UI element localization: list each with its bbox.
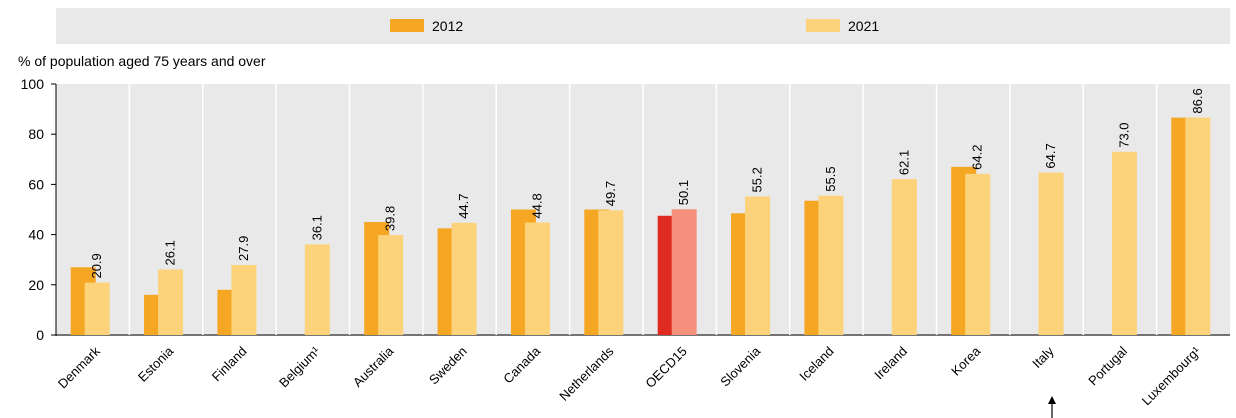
data-label-9: 55.2 — [750, 167, 765, 192]
bar-2021-0 — [84, 282, 110, 335]
category-label-0: Denmark — [55, 343, 103, 391]
category-label-14: Portugal — [1085, 343, 1130, 388]
bar-2021-5 — [451, 222, 477, 335]
category-label-7: Netherlands — [556, 343, 617, 404]
data-label-2: 27.9 — [236, 236, 251, 261]
bar-2021-14 — [1111, 151, 1137, 335]
category-separators — [128, 84, 1158, 335]
category-label-4: Australia — [350, 343, 397, 390]
bar-2021-11 — [891, 179, 917, 335]
y-tick-label-1: 20 — [28, 277, 44, 293]
y-tick-label-0: 0 — [36, 327, 44, 343]
legend-label-2021: 2021 — [848, 18, 879, 34]
bar-2021-3 — [304, 244, 330, 335]
y-tick-label-2: 40 — [28, 227, 44, 243]
bar-2021-9 — [745, 196, 771, 335]
category-labels: Denmark Estonia Finland Belgium¹ Australia Sw… — [55, 343, 1204, 408]
category-label-8: OECD15 — [642, 344, 689, 391]
data-label-11: 62.1 — [896, 150, 911, 175]
data-labels: 20.9 26.1 27.9 36.1 39.8 44.7 44.8 49.7 50.1 55.2… — [89, 88, 1205, 278]
y-tick-label-4: 80 — [28, 126, 44, 142]
bar-2021-12 — [965, 173, 991, 335]
data-label-4: 39.8 — [383, 206, 398, 231]
category-label-3: Belgium¹ — [276, 343, 323, 390]
bar-2021-15 — [1185, 117, 1211, 335]
category-label-10: Iceland — [796, 344, 836, 384]
category-label-13: Italy — [1029, 343, 1057, 371]
y-axis-ticks: 0 20 40 60 80 100 — [21, 76, 56, 343]
data-label-14: 73.0 — [1116, 122, 1131, 147]
legend-swatch-2012 — [390, 19, 424, 32]
bar-2021-6 — [524, 222, 550, 335]
category-label-6: Canada — [500, 343, 543, 386]
data-label-13: 64.7 — [1043, 143, 1058, 168]
data-label-8: 50.1 — [676, 180, 691, 205]
arrow-annotation — [1048, 396, 1056, 418]
data-label-12: 64.2 — [970, 145, 985, 170]
data-label-6: 44.8 — [529, 193, 544, 218]
data-label-1: 26.1 — [163, 240, 178, 265]
category-label-2: Finland — [209, 344, 250, 385]
category-label-9: Slovenia — [717, 343, 763, 389]
data-label-15: 86.6 — [1190, 88, 1205, 113]
category-label-5: Sweden — [426, 344, 470, 388]
category-label-12: Korea — [948, 343, 984, 379]
category-label-1: Estonia — [135, 343, 177, 385]
data-label-0: 20.9 — [89, 253, 104, 278]
bar-2021-8 — [671, 209, 697, 335]
data-label-7: 49.7 — [603, 181, 618, 206]
data-label-5: 44.7 — [456, 193, 471, 218]
bar-2021-4 — [378, 235, 404, 335]
bar-2021-10 — [818, 195, 844, 335]
bar-2021-2 — [231, 264, 257, 335]
y-tick-label-3: 60 — [28, 176, 44, 192]
bars — [70, 117, 1211, 335]
category-label-11: Ireland — [871, 344, 910, 383]
legend-label-2012: 2012 — [432, 18, 463, 34]
bar-2021-1 — [158, 269, 184, 335]
y-axis-title: % of population aged 75 years and over — [18, 53, 266, 69]
legend-background — [56, 8, 1230, 44]
data-label-3: 36.1 — [309, 215, 324, 240]
bar-2021-13 — [1038, 172, 1064, 335]
category-label-15: Luxembourg¹ — [1139, 343, 1204, 408]
legend-swatch-2021 — [806, 19, 840, 32]
y-tick-label-5: 100 — [21, 76, 45, 92]
data-label-10: 55.5 — [823, 166, 838, 191]
bar-2021-7 — [598, 210, 624, 335]
